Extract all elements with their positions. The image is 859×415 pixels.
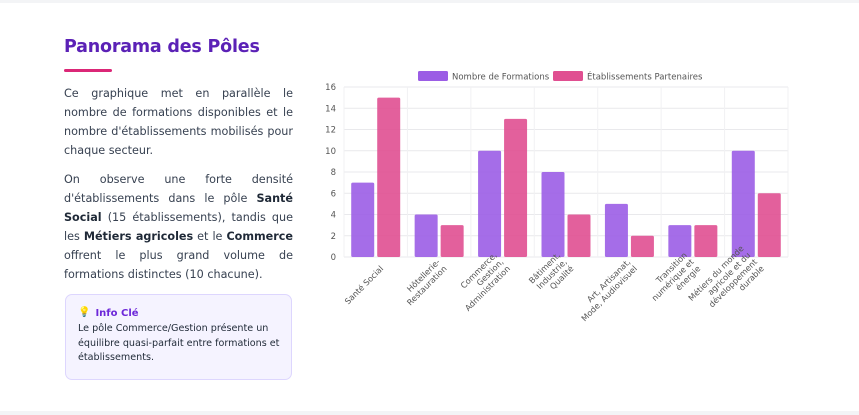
x-tick-label-1: Hôtellerie-Restauration [398,257,449,308]
info-title: Info Clé [95,307,139,319]
y-tick-label-10: 10 [325,147,336,157]
highlight-sante-social: Santé Social [64,192,293,224]
legend-swatch-1 [553,71,583,81]
x-tick-label-0: Santé Social [342,263,385,306]
description-paragraph-2: On observe une forte densité d'établisse… [64,170,293,284]
highlight-commerce: Commerce [226,230,293,243]
legend-swatch-0 [418,71,448,81]
bar-formations-6 [731,150,755,257]
y-tick-label-14: 14 [325,104,336,114]
y-tick-label-16: 16 [325,83,336,93]
bar-etablissements-0 [377,97,401,257]
p2-text-4: offrent le plus grand volume de formatio… [64,249,293,281]
bar-formations-0 [351,182,375,257]
y-tick-label-12: 12 [325,126,336,136]
bar-formations-5 [668,225,692,257]
bar-formations-1 [414,214,438,257]
legend-label-1: Établissements Partenaires [587,71,703,83]
lightbulb-icon: 💡 [78,307,91,318]
y-tick-label-0: 0 [331,253,336,263]
bar-formations-2 [478,150,502,257]
y-tick-label-4: 4 [331,211,336,221]
x-tick-label-2: Commerce,Gestion,Administration [449,250,512,313]
legend-label-0: Nombre de Formations [452,73,550,83]
description-paragraph-1: Ce graphique met en parallèle le nombre … [64,87,293,157]
p2-text-2: (15 établissements), tandis que les [64,211,293,243]
title-underline [64,69,112,72]
p2-text-3: et le [193,230,227,243]
bar-etablissements-5 [694,225,718,257]
x-tick-label-line: Santé Social [342,263,385,306]
y-tick-label-2: 2 [331,232,336,242]
panorama-card: Panorama des Pôles Ce graphique met en p… [0,3,859,411]
info-text: Le pôle Commerce/Gestion présente un équ… [78,323,280,363]
x-tick-label-4: Art, Artisanat,Mode, Audiovisuel [572,257,639,324]
y-tick-label-8: 8 [331,168,336,178]
section-title: Panorama des Pôles [64,37,260,57]
info-box: 💡 Info Clé Le pôle Commerce/Gestion prés… [65,294,292,380]
p2-text-1: On observe une forte densité d'établisse… [64,173,293,205]
bar-formations-4 [604,203,628,257]
info-header: 💡 Info Clé [78,307,281,319]
highlight-metiers-agricoles: Métiers agricoles [83,230,194,243]
text-column: Panorama des Pôles Ce graphique met en p… [64,37,293,294]
bar-etablissements-6 [757,193,781,257]
bar-formations-3 [541,172,565,257]
bar-etablissements-3 [567,214,591,257]
y-tick-label-6: 6 [331,189,336,199]
bar-etablissements-2 [504,118,528,257]
bar-etablissements-1 [440,225,464,257]
bar-etablissements-4 [630,235,654,257]
formations-etablissements-bar-chart: 0 2 4 6 8 10 12 14 16 Santé Social Hôtellerie-Rest… [325,71,789,324]
